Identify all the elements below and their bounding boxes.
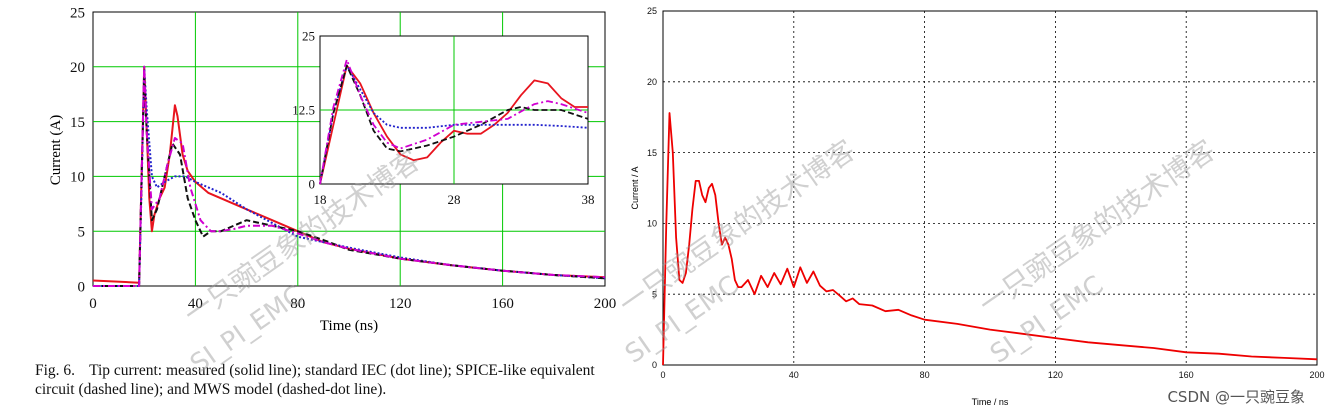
x-tick-label: 38 — [582, 192, 595, 207]
right-grid — [663, 11, 1317, 365]
series-line-dashdot — [319, 58, 589, 185]
series-line-dash — [93, 76, 606, 287]
y-tick-label: 10 — [647, 219, 657, 229]
y-tick-label: 15 — [70, 115, 85, 131]
x-tick-label: 200 — [594, 296, 617, 312]
inset-series — [319, 58, 589, 185]
x-tick-label: 80 — [290, 296, 305, 312]
x-tick-label: 40 — [789, 370, 799, 380]
y-tick-label: 10 — [70, 170, 85, 186]
series-line-solid — [662, 112, 1318, 366]
caption-fig-label: Fig. 6. — [35, 362, 76, 379]
right-plot-area — [662, 10, 1318, 366]
main-y-axis-label: Current (A) — [48, 115, 64, 185]
inset-ticks: 18 28 38 0 12.5 25 — [292, 29, 594, 207]
credit-text: CSDN @一只豌豆象 — [1167, 388, 1305, 406]
figure-caption: Fig. 6. Tip current: measured (solid line… — [35, 361, 625, 399]
x-tick-label: 120 — [1048, 370, 1063, 380]
x-tick-label: 160 — [1179, 370, 1194, 380]
y-tick-label: 20 — [70, 60, 85, 76]
right-figure: 0 40 80 120 160 200 0 5 10 15 20 25 Current / A Tim… — [613, 0, 1325, 413]
right-ticks: 0 40 80 120 160 200 0 5 10 15 20 25 — [647, 6, 1325, 380]
y-tick-label: 0 — [78, 279, 86, 295]
x-tick-label: 200 — [1309, 370, 1324, 380]
y-tick-label: 20 — [647, 77, 657, 87]
x-tick-label: 0 — [660, 370, 665, 380]
series-line-dashdot — [93, 65, 606, 287]
series-line-solid — [319, 64, 588, 185]
y-tick-label: 0 — [652, 360, 657, 370]
right-x-axis-label: Time / ns — [972, 397, 1009, 407]
y-tick-label: 0 — [309, 177, 316, 192]
left-chart: 0 40 80 120 160 200 0 5 10 15 20 25 Current (A) Tim… — [48, 5, 616, 334]
right-series — [662, 112, 1318, 366]
x-tick-label: 160 — [491, 296, 514, 312]
x-tick-label: 18 — [314, 192, 327, 207]
main-series — [92, 65, 606, 287]
y-tick-label: 5 — [78, 224, 86, 240]
caption-text: Tip current: measured (solid line); stan… — [35, 362, 595, 398]
y-tick-label: 5 — [652, 289, 657, 299]
left-figure: 0 40 80 120 160 200 0 5 10 15 20 25 Current (A) Tim… — [0, 0, 630, 413]
series-line-dot — [319, 64, 589, 185]
x-tick-label: 28 — [448, 192, 461, 207]
x-tick-label: 120 — [389, 296, 412, 312]
main-ticks: 0 40 80 120 160 200 0 5 10 15 20 25 — [70, 5, 616, 312]
x-tick-label: 40 — [188, 296, 203, 312]
x-tick-label: 0 — [89, 296, 97, 312]
right-chart: 0 40 80 120 160 200 0 5 10 15 20 25 Current / A Tim… — [630, 6, 1325, 407]
y-tick-label: 25 — [70, 5, 85, 21]
right-y-axis-label: Current / A — [630, 166, 640, 209]
y-tick-label: 15 — [647, 148, 657, 158]
main-x-axis-label: Time (ns) — [320, 318, 378, 334]
y-tick-label: 25 — [647, 6, 657, 16]
x-tick-label: 80 — [920, 370, 930, 380]
y-tick-label: 25 — [302, 29, 315, 44]
y-tick-label: 12.5 — [292, 103, 315, 118]
